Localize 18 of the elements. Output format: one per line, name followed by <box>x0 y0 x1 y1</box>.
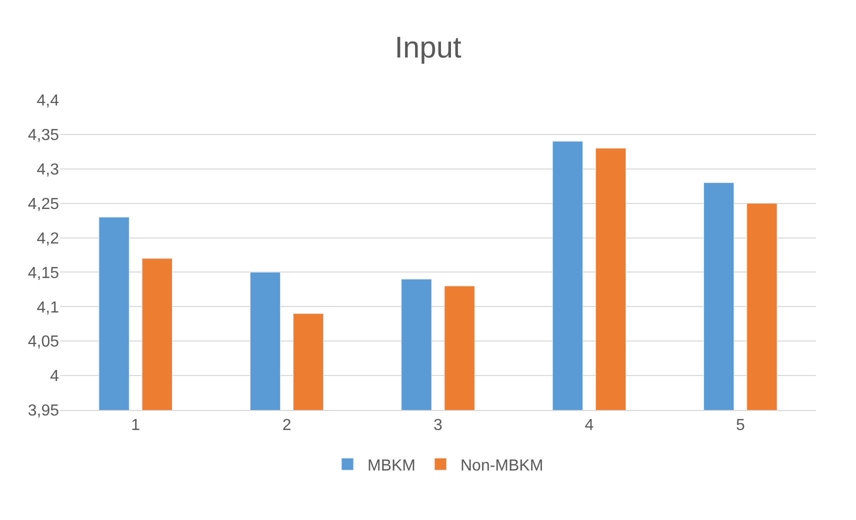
y-tick-label: 4,35 <box>28 127 60 144</box>
y-tick-label: 4,1 <box>36 299 60 316</box>
x-tick-label: 1 <box>131 417 140 434</box>
y-tick-label: 4,25 <box>28 196 60 213</box>
legend-label: Non-MBKM <box>460 457 544 474</box>
x-tick-label: 2 <box>282 417 292 434</box>
legend-label: MBKM <box>368 457 416 474</box>
x-tick-label: 3 <box>434 417 443 434</box>
x-tick-label: 4 <box>584 417 594 434</box>
y-tick-label: 3,95 <box>28 402 60 420</box>
y-tick-label: 4,05 <box>28 334 60 351</box>
y-tick-label: 4,3 <box>36 161 60 178</box>
y-tick-label: 4 <box>50 368 60 386</box>
y-tick-label: 4,2 <box>36 230 60 248</box>
y-tick-label: 4,15 <box>28 264 60 282</box>
x-tick-label: 5 <box>736 417 745 434</box>
y-tick-label: 4,4 <box>36 92 60 110</box>
chart-title: Input <box>394 31 462 64</box>
